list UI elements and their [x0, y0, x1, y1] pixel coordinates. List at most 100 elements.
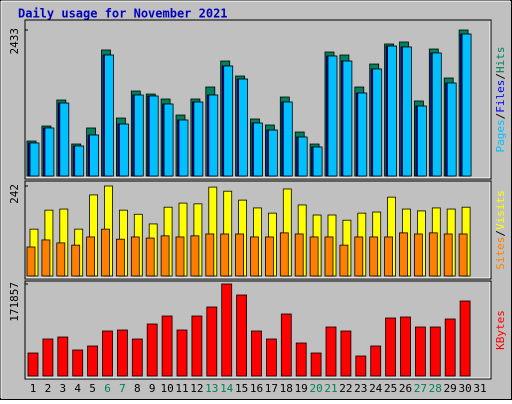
bar: [279, 232, 289, 277]
bar: [176, 329, 188, 377]
bar: [250, 236, 259, 277]
legend-separator: /: [494, 230, 507, 237]
bar: [57, 336, 69, 377]
bar: [370, 345, 382, 377]
bar: [265, 338, 277, 377]
x-tick-label: 15: [235, 382, 248, 395]
bar: [431, 52, 442, 177]
bar: [280, 313, 292, 377]
bar: [190, 235, 200, 277]
bar: [101, 228, 110, 277]
legend-entry: Visits: [494, 190, 507, 230]
x-tick-label: 12: [190, 382, 203, 395]
legend: Sites/Visits: [494, 190, 507, 270]
bar: [372, 68, 383, 177]
bar: [193, 101, 204, 177]
bar: [461, 33, 472, 177]
legend-entry: Sites: [494, 237, 507, 270]
bar: [191, 315, 203, 377]
bar: [160, 235, 170, 277]
bar: [223, 65, 234, 177]
bar: [236, 294, 248, 377]
bar: [251, 330, 262, 377]
bar: [282, 101, 293, 177]
bar: [148, 95, 159, 177]
bar: [400, 316, 411, 377]
x-tick-label: 17: [265, 382, 278, 395]
bar: [42, 338, 54, 377]
x-tick-label: 27: [414, 382, 427, 395]
bar: [161, 315, 173, 377]
bar: [414, 326, 426, 377]
x-tick-label: 23: [354, 382, 367, 395]
y-tick-label: 242: [8, 184, 21, 204]
bar: [384, 236, 394, 277]
bar: [175, 236, 185, 277]
x-tick-label: 7: [119, 382, 126, 395]
legend-entry: Pages: [494, 119, 507, 152]
bar: [312, 146, 323, 177]
bar: [402, 46, 412, 177]
bar: [29, 142, 40, 177]
x-tick-label: 22: [339, 382, 352, 395]
bar: [178, 119, 189, 177]
x-tick-label: 3: [59, 382, 66, 395]
bar: [145, 237, 155, 277]
bar: [295, 342, 307, 377]
bar: [163, 103, 174, 177]
bar: [206, 306, 218, 377]
bar: [264, 236, 274, 277]
bar: [428, 232, 438, 277]
bar: [72, 349, 84, 377]
bar: [116, 238, 125, 277]
bar: [41, 239, 51, 277]
bar: [324, 236, 334, 277]
bar: [399, 232, 408, 277]
bar: [310, 352, 322, 377]
x-tick-label: 30: [458, 382, 471, 395]
bar: [131, 338, 143, 377]
legend-separator: /: [494, 73, 507, 80]
bar: [44, 127, 55, 177]
bar: [458, 233, 468, 277]
bar: [238, 78, 249, 177]
x-tick-label: 8: [134, 382, 141, 395]
bar: [369, 236, 379, 277]
x-tick-label: 13: [205, 382, 218, 395]
x-tick-label: 9: [149, 382, 156, 395]
x-tick-label: 26: [399, 382, 412, 395]
bar: [87, 345, 98, 377]
bar: [220, 233, 230, 277]
x-tick-label: 20: [309, 382, 322, 395]
x-tick-label: 2: [45, 382, 52, 395]
bar: [56, 242, 66, 277]
bar: [27, 352, 39, 377]
bar: [146, 323, 158, 377]
legend-entry: KBytes: [494, 310, 507, 350]
bar: [86, 236, 95, 277]
x-tick-label: 6: [104, 382, 111, 395]
bar: [74, 145, 85, 177]
bar: [205, 233, 215, 277]
bar: [459, 300, 471, 377]
x-tick-label: 5: [89, 382, 96, 395]
bar: [119, 123, 129, 177]
bar: [444, 318, 456, 377]
bar: [130, 236, 140, 277]
legend-entry: Hits: [494, 47, 507, 74]
y-tick-label: 2433: [8, 28, 21, 55]
chart-title: Daily usage for November 2021: [18, 7, 228, 21]
x-tick-label: 4: [74, 382, 81, 395]
x-tick-label: 10: [160, 382, 173, 395]
bar: [253, 122, 263, 177]
bar: [325, 326, 337, 377]
bar: [221, 283, 233, 377]
bar: [208, 94, 219, 177]
bar: [387, 45, 398, 177]
bar: [357, 92, 368, 177]
x-tick-label: 14: [220, 382, 234, 395]
x-tick-label: 16: [250, 382, 263, 395]
bar: [89, 134, 99, 177]
x-tick-label: 25: [384, 382, 397, 395]
